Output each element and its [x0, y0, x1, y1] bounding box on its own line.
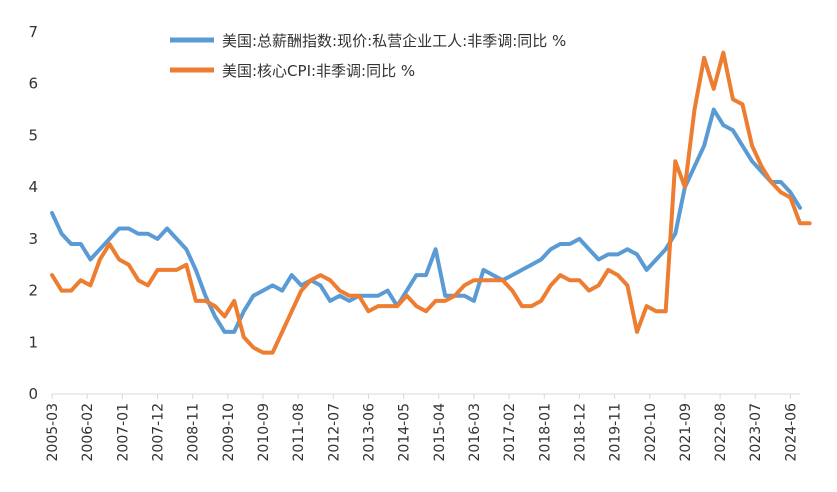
x-tick-label: 2013-06: [361, 403, 377, 462]
series-layer: [50, 50, 812, 355]
x-tick-label: 2008-11: [186, 403, 202, 462]
x-tick-label: 2023-07: [748, 403, 764, 462]
y-tick-label: 1: [28, 333, 38, 351]
x-tick-label: 2017-02: [502, 403, 518, 462]
y-tick-label: 7: [28, 23, 38, 41]
x-tick-label: 2024-06: [783, 403, 799, 462]
x-tick-label: 2019-11: [608, 403, 624, 462]
x-tick-label: 2020-10: [643, 403, 659, 462]
x-tick-label: 2021-09: [678, 403, 694, 462]
x-tick-label: 2009-10: [221, 403, 237, 462]
legend: 美国:总薪酬指数:现价:私营企业工人:非季调:同比 % 美国:核心CPI:非季调:…: [170, 32, 566, 80]
x-tick-label: 2015-04: [432, 403, 448, 462]
y-tick-label: 4: [28, 178, 38, 196]
x-tick-label: 2007-01: [115, 403, 131, 462]
series-line-core-cpi: [50, 50, 812, 355]
x-tick-label: 2006-02: [80, 403, 96, 462]
x-tick-label: 2012-07: [326, 403, 342, 462]
y-tick-label: 0: [28, 385, 38, 403]
y-axis-ticks: 0 1 2 3 4 5 6 7: [28, 23, 38, 403]
x-tick-label: 2007-12: [150, 403, 166, 462]
x-axis: 2005-03 2006-02 2007-01 2007-12 2008-11 2009-…: [45, 393, 800, 462]
x-tick-label: 2014-05: [397, 403, 413, 462]
y-tick-label: 3: [28, 230, 38, 248]
y-tick-label: 6: [28, 75, 38, 93]
x-tick-label: 2022-08: [713, 403, 729, 462]
legend-label: 美国:核心CPI:非季调:同比 %: [222, 62, 415, 80]
series-line-compensation: [50, 107, 802, 334]
x-tick-label: 2011-08: [291, 403, 307, 462]
x-tick-label: 2010-09: [256, 403, 272, 462]
x-tick-label: 2018-01: [537, 403, 553, 462]
x-tick-label: 2005-03: [45, 403, 61, 462]
y-tick-label: 5: [28, 126, 38, 144]
x-tick-label: 2018-12: [572, 403, 588, 462]
legend-label: 美国:总薪酬指数:现价:私营企业工人:非季调:同比 %: [222, 32, 566, 50]
y-tick-label: 2: [28, 282, 38, 300]
x-tick-label: 2016-03: [467, 403, 483, 462]
